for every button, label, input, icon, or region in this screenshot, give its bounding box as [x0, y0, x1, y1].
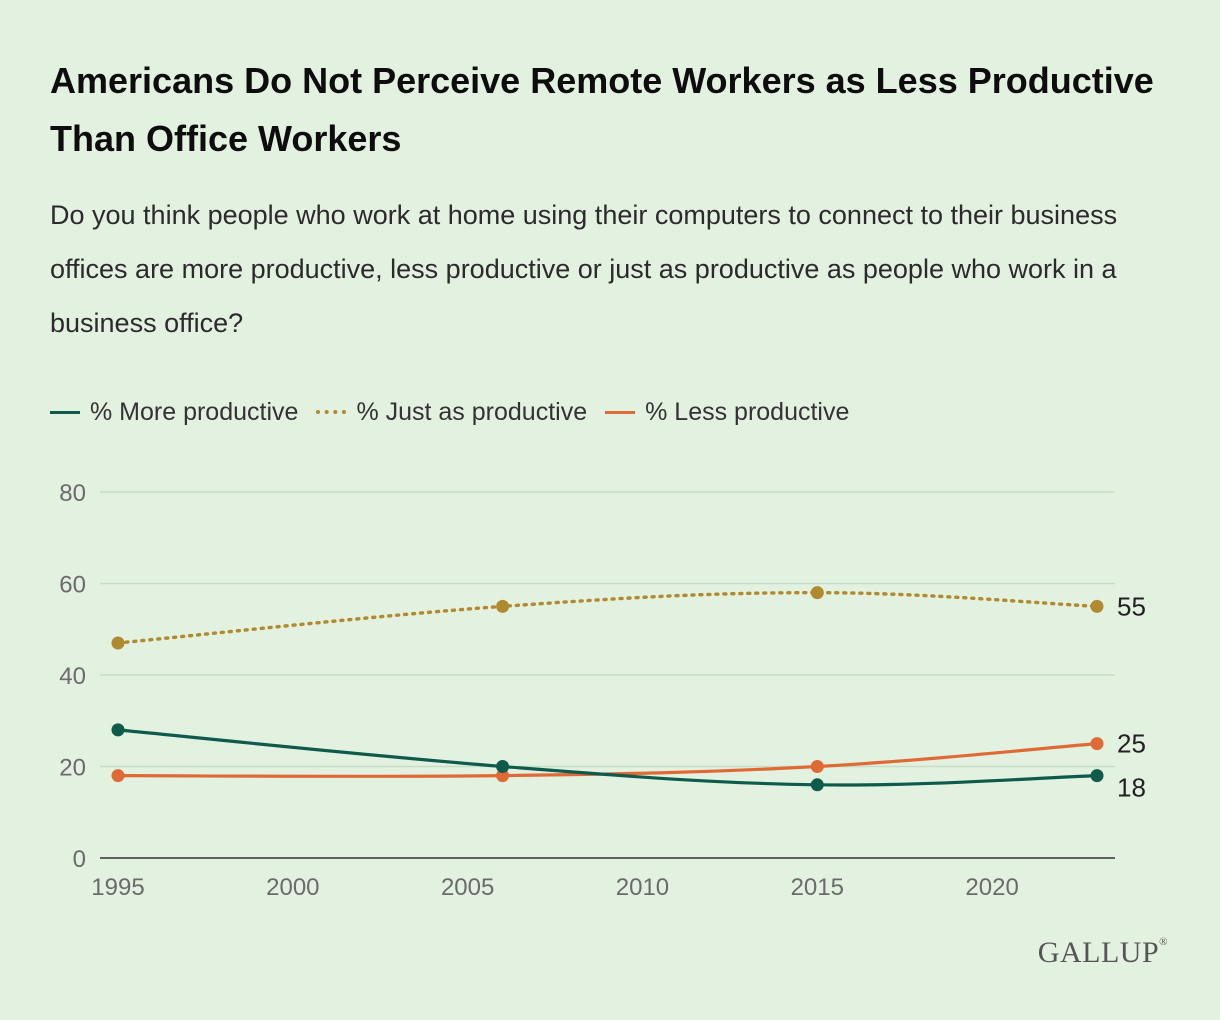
data-point-just-as-productive-2023 [1090, 599, 1104, 613]
legend-label-less-productive: % Less productive [645, 397, 850, 426]
y-tick-label-80: 80 [59, 480, 86, 507]
data-point-less-productive-1995 [111, 769, 125, 783]
legend-item-just-as-productive: % Just as productive [316, 398, 587, 427]
end-label-just-as-productive: 55 [1117, 591, 1146, 621]
data-point-just-as-productive-2015 [810, 586, 824, 600]
chart-title: Americans Do Not Perceive Remote Workers… [50, 60, 1154, 159]
series-line-less-productive [116, 742, 1099, 778]
legend-label-just-as-productive: % Just as productive [356, 397, 588, 426]
y-tick-label-0: 0 [73, 846, 86, 873]
series-line-just-as-productive [116, 590, 1099, 645]
x-tick-label-2020: 2020 [965, 874, 1018, 901]
y-tick-label-40: 40 [59, 663, 86, 690]
data-point-more-productive-2006 [496, 760, 510, 773]
legend-item-less-productive: % Less productive [605, 398, 849, 427]
data-point-less-productive-2006 [496, 769, 510, 783]
gallup-logo: GALLUP® [1037, 936, 1168, 969]
legend-swatch-less-productive [605, 410, 636, 414]
x-tick-label-2010: 2010 [616, 874, 669, 901]
legend-item-more-productive: % More productive [50, 398, 298, 427]
x-tick-label-2000: 2000 [266, 874, 319, 901]
data-point-less-productive-2015 [810, 760, 824, 773]
data-point-more-productive-1995 [111, 723, 125, 737]
data-point-just-as-productive-1995 [111, 636, 125, 650]
legend: % More productive % Just as productive %… [50, 396, 867, 428]
x-tick-label-2015: 2015 [791, 874, 844, 901]
data-point-less-productive-2023 [1090, 737, 1104, 751]
data-point-just-as-productive-2006 [496, 599, 510, 613]
x-tick-label-2005: 2005 [441, 874, 494, 901]
x-tick-label-1995: 1995 [91, 874, 144, 901]
end-label-less-productive: 25 [1117, 729, 1146, 759]
y-tick-label-20: 20 [59, 755, 86, 782]
line-chart: 0 20 40 60 80 1995 2000 2005 2010 2015 2020 55 25 18 [59, 480, 1146, 901]
end-label-more-productive: 18 [1117, 773, 1146, 803]
brand-name: GALLUP [1037, 936, 1160, 969]
legend-swatch-more-productive [50, 410, 80, 414]
legend-swatch-just-as-productive [316, 410, 347, 414]
series-line-more-productive [116, 728, 1099, 787]
legend-label-more-productive: % More productive [90, 397, 299, 426]
data-point-more-productive-2023 [1090, 769, 1104, 783]
data-point-more-productive-2015 [810, 778, 824, 792]
chart-subtitle: Do you think people who work at home usi… [50, 200, 1118, 338]
y-tick-label-60: 60 [59, 572, 86, 599]
